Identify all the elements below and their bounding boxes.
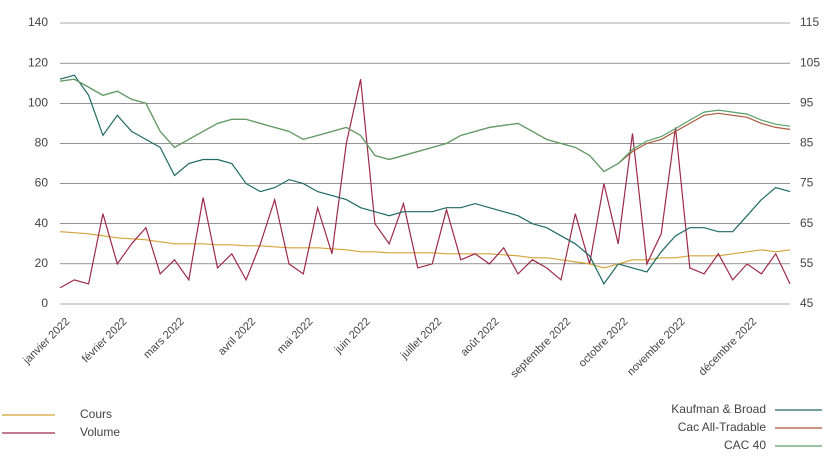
- x-tick-label: mai 2022: [275, 316, 315, 356]
- x-tick-label: juin 2022: [332, 316, 373, 357]
- y-tick-label: 60: [35, 176, 49, 190]
- x-tick-label: août 2022: [458, 316, 501, 359]
- y-tick-label: 20: [35, 256, 49, 270]
- y2-tick-label: 115: [800, 15, 819, 29]
- y-tick-label: 100: [28, 95, 48, 109]
- legend-label: CAC 40: [724, 438, 766, 452]
- y2-tick-label: 45: [800, 296, 814, 310]
- x-tick-label: octobre 2022: [577, 316, 631, 370]
- y2-tick-label: 85: [800, 136, 814, 150]
- x-tick-label: novembre 2022: [625, 316, 688, 379]
- x-tick-label: avril 2022: [216, 316, 258, 358]
- legend-label: Cac All-Tradable: [678, 420, 767, 434]
- legend-label: Cours: [80, 407, 112, 421]
- series-line: [59, 231, 791, 269]
- series-line: [59, 74, 791, 286]
- y2-tick-label: 55: [800, 256, 814, 270]
- y-tick-label: 80: [35, 136, 49, 150]
- legend-label: Volume: [80, 425, 120, 439]
- x-tick-label: septembre 2022: [508, 316, 573, 381]
- y2-tick-label: 75: [800, 176, 814, 190]
- series-line: [59, 79, 791, 289]
- y2-tick-label: 95: [800, 95, 814, 109]
- x-tick-label: décembre 2022: [697, 316, 760, 379]
- y2-tick-label: 105: [800, 55, 820, 69]
- legend-label: Kaufman & Broad: [671, 402, 766, 416]
- x-tick-label: janvier 2022: [21, 316, 73, 368]
- x-tick-label: février 2022: [80, 316, 130, 366]
- y-tick-label: 120: [28, 55, 48, 69]
- y2-tick-label: 65: [800, 216, 814, 230]
- y-tick-label: 0: [41, 296, 48, 310]
- y-tick-label: 40: [35, 216, 49, 230]
- x-tick-label: juillet 2022: [398, 316, 444, 362]
- x-tick-label: mars 2022: [141, 316, 186, 361]
- y-tick-label: 140: [28, 15, 48, 29]
- series-line: [59, 78, 791, 173]
